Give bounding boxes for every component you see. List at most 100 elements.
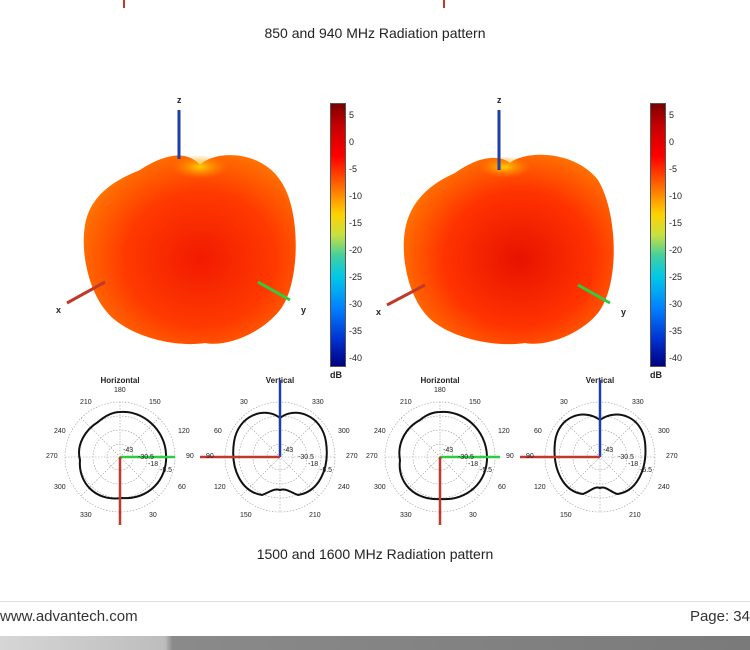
polar-angle-label: 180 <box>434 387 446 394</box>
polar-angle-label: 270 <box>346 453 358 460</box>
axis-label-z: z <box>497 95 502 105</box>
polar-angle-label: 210 <box>629 512 641 519</box>
polar-angle-label: 120 <box>498 428 510 435</box>
polar-vertical: Vertical 330 300 270 240 210 150 120 90 … <box>200 370 360 525</box>
polar-angle-label: 60 <box>178 484 186 491</box>
x-axis <box>386 283 426 307</box>
polar-angle-label: 240 <box>374 428 386 435</box>
colorbar-tick: -35 <box>349 326 363 336</box>
polar-angle-label: 90 <box>206 453 214 460</box>
footer-website-link[interactable]: www.advantech.com <box>0 608 138 625</box>
axis-label-z: z <box>177 95 182 105</box>
colorbar-tick: -25 <box>669 272 683 282</box>
polar-angle-label: 240 <box>54 428 66 435</box>
polar-angle-label: 270 <box>366 453 378 460</box>
radiation-panel-left: z x y 5 0 -5 -10 -15 -20 -25 -30 -35 -40… <box>40 95 370 535</box>
x-axis <box>66 280 106 305</box>
polar-ring-label: -30.5 <box>298 454 314 461</box>
polar-ring-label: -30.5 <box>138 454 154 461</box>
caption-bottom: 1500 and 1600 MHz Radiation pattern <box>256 546 494 562</box>
polar-angle-label: 120 <box>178 428 190 435</box>
axis-label-y: y <box>301 305 307 315</box>
colorbar-tick: -5 <box>349 164 358 174</box>
radiation-panel-right: z x y 5 0 -5 -10 -15 -20 -25 -30 -35 -40… <box>360 95 690 535</box>
polar-angle-label: 90 <box>186 453 194 460</box>
polar-angle-label: 270 <box>46 453 58 460</box>
polar-angle-label: 60 <box>534 428 542 435</box>
polar-horizontal-plot <box>64 401 176 525</box>
polar-vertical-plot <box>200 380 336 513</box>
polar-angle-label: 300 <box>658 428 670 435</box>
colorbar-tick: -20 <box>349 245 363 255</box>
y-axis <box>257 280 291 302</box>
polar-horizontal-plot <box>384 401 500 525</box>
polar-angle-label: 300 <box>374 484 386 491</box>
polar-angle-label: 330 <box>400 512 412 519</box>
polar-angle-label: 30 <box>469 512 477 519</box>
polar-angle-label: 30 <box>149 512 157 519</box>
polar-ring-label: -43 <box>283 447 294 454</box>
colorbar-tick: 0 <box>349 137 355 147</box>
pattern-highlight <box>479 156 531 178</box>
colorbar-tick: -20 <box>669 245 683 255</box>
colorbar-tick: -10 <box>669 191 683 201</box>
colorbar-tick: -25 <box>349 272 363 282</box>
polar-angle-label: 210 <box>80 399 92 406</box>
colorbar-tick: 5 <box>669 110 675 120</box>
polar-angle-label: 150 <box>240 512 252 519</box>
polar-ring-label: -5.5 <box>160 467 173 474</box>
axis-label-x: x <box>376 307 382 317</box>
colorbar-unit: dB <box>650 370 662 380</box>
colorbar <box>650 103 666 367</box>
polar-angle-label: 150 <box>469 399 481 406</box>
colorbar-tick: -15 <box>669 218 683 228</box>
polar-angle-label: 180 <box>114 387 126 394</box>
colorbar <box>330 103 346 367</box>
pattern-blob <box>403 154 614 345</box>
colorbar-tick: -30 <box>349 299 363 309</box>
polar-vertical-plot <box>520 380 656 513</box>
polar-angle-label: 330 <box>312 399 324 406</box>
polar-angle-label: 240 <box>338 484 350 491</box>
polar-ring-label: -5.5 <box>320 467 333 474</box>
polar-angle-label: 240 <box>658 484 670 491</box>
colorbar-tick: 0 <box>669 137 675 147</box>
pattern-curve <box>78 410 168 500</box>
colorbar-tick: 5 <box>349 110 355 120</box>
footer-page-number: Page: 34 <box>689 608 750 625</box>
polar-vertical: Vertical 330 300 270 240 210 150 120 90 … <box>520 370 680 525</box>
polar-ring-label: -5.5 <box>480 467 493 474</box>
colorbar-tick: -10 <box>349 191 363 201</box>
polar-angle-label: 60 <box>498 484 506 491</box>
polar-ring-label: -18 <box>468 461 479 468</box>
polar-ring-label: -43 <box>443 447 454 454</box>
polar-ring-label: -18 <box>148 461 159 468</box>
top-mark-right <box>443 0 445 8</box>
pattern-curve <box>553 413 647 496</box>
polar-angle-label: 30 <box>240 399 248 406</box>
pattern-curve <box>232 411 328 497</box>
footer-divider <box>0 601 750 602</box>
radiation-3d-plot-right <box>386 110 614 345</box>
pattern-highlight <box>172 155 228 179</box>
polar-title-horizontal: Horizontal <box>100 376 140 385</box>
colorbar-tick: -15 <box>349 218 363 228</box>
polar-ring-label: -30.5 <box>618 454 634 461</box>
top-mark-left <box>123 0 125 8</box>
polar-angle-label: 210 <box>309 512 321 519</box>
radiation-3d-plot-left <box>66 110 296 345</box>
polar-angle-label: 270 <box>666 453 678 460</box>
polar-angle-label: 60 <box>214 428 222 435</box>
polar-ring-label: -30.5 <box>458 454 474 461</box>
axis-label-x: x <box>56 305 62 315</box>
colorbar-tick: -40 <box>669 353 683 363</box>
polar-ring-label: -43 <box>603 447 614 454</box>
footer-bar <box>0 636 750 650</box>
polar-ring-label: -18 <box>628 461 639 468</box>
polar-ring-label: -43 <box>123 447 134 454</box>
polar-angle-label: 330 <box>80 512 92 519</box>
colorbar-tick: -30 <box>669 299 683 309</box>
polar-angle-label: 150 <box>560 512 572 519</box>
colorbar-tick: -35 <box>669 326 683 336</box>
colorbar-tick: -5 <box>669 164 678 174</box>
